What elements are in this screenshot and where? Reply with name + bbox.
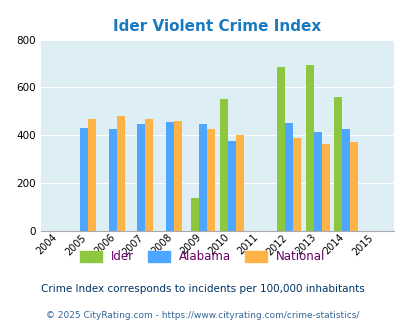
Bar xyxy=(227,141,235,231)
Bar xyxy=(190,197,198,231)
Bar xyxy=(305,65,313,231)
Bar xyxy=(109,129,116,231)
Text: © 2025 CityRating.com - https://www.cityrating.com/crime-statistics/: © 2025 CityRating.com - https://www.city… xyxy=(46,312,359,320)
Bar xyxy=(80,128,88,231)
Bar xyxy=(145,118,153,231)
Bar xyxy=(334,97,341,231)
Bar xyxy=(137,124,145,231)
Bar xyxy=(166,122,174,231)
Bar xyxy=(116,116,124,231)
Bar xyxy=(219,99,227,231)
Bar xyxy=(174,121,182,231)
Bar xyxy=(88,118,96,231)
Bar xyxy=(198,124,207,231)
Bar xyxy=(321,144,329,231)
Bar xyxy=(276,67,284,231)
Title: Ider Violent Crime Index: Ider Violent Crime Index xyxy=(113,19,320,34)
Text: Crime Index corresponds to incidents per 100,000 inhabitants: Crime Index corresponds to incidents per… xyxy=(41,284,364,294)
Bar xyxy=(313,132,321,231)
Bar xyxy=(235,135,243,231)
Bar xyxy=(341,129,350,231)
Bar xyxy=(292,138,301,231)
Bar xyxy=(350,142,358,231)
Bar xyxy=(284,123,292,231)
Legend: Ider, Alabama, National: Ider, Alabama, National xyxy=(77,247,328,267)
Bar xyxy=(207,129,214,231)
